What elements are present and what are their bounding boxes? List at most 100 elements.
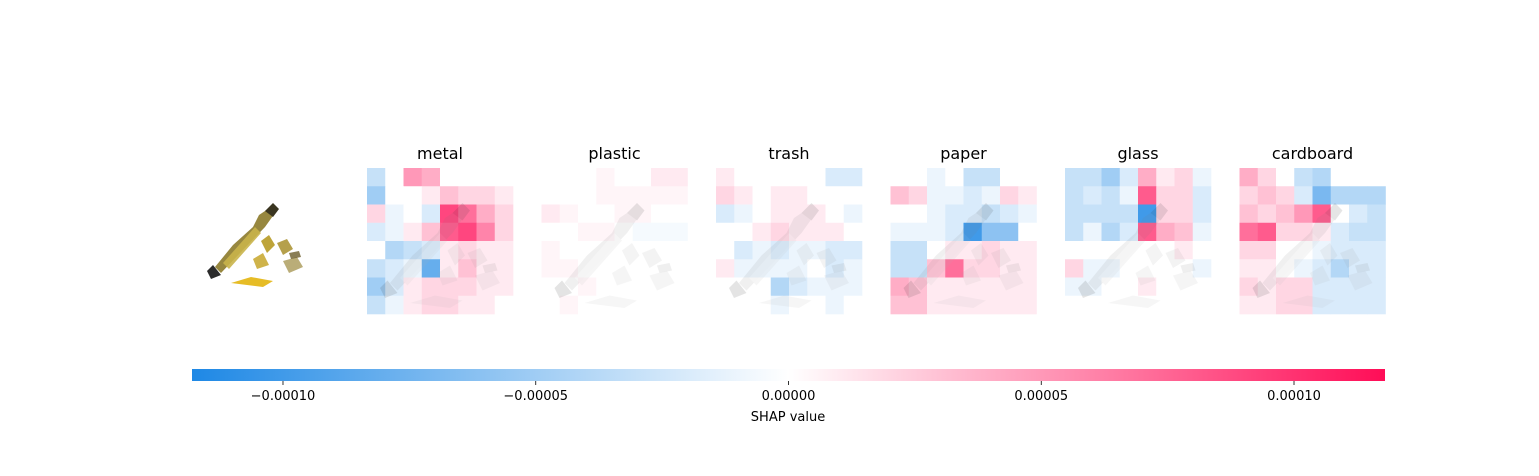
heatmap-cell — [807, 259, 826, 278]
heatmap-cell — [367, 259, 386, 278]
panel-title: glass — [1117, 144, 1158, 163]
heatmap-cell — [1276, 295, 1295, 315]
heatmap-cell — [559, 241, 579, 260]
heatmap-cell — [1101, 222, 1121, 242]
heatmap-cell — [632, 186, 652, 205]
heatmap-cell — [1101, 295, 1121, 315]
heatmap-cell — [1330, 259, 1350, 278]
heatmap-cell — [494, 222, 514, 242]
heatmap-cell — [1119, 168, 1139, 187]
heatmap-cell — [403, 204, 423, 224]
heatmap-cell — [1083, 241, 1102, 260]
heatmap-cell — [669, 259, 688, 278]
heatmap-cell — [981, 259, 1001, 278]
heatmap-cell — [1065, 277, 1084, 297]
heatmap-panel-trash: trash — [716, 144, 863, 315]
heatmap-cell — [367, 277, 386, 297]
heatmap-cell — [578, 186, 597, 205]
heatmap-cell — [1018, 295, 1037, 315]
heatmap-cell — [476, 204, 496, 224]
heatmap-cell — [651, 204, 670, 224]
heatmap-cell — [890, 295, 910, 315]
heatmap-cell — [494, 295, 514, 315]
heatmap-cell — [651, 222, 670, 242]
heatmap-cell — [752, 204, 772, 224]
heatmap-cell — [1312, 186, 1332, 205]
heatmap-cell — [669, 168, 688, 187]
heatmap-cell — [669, 204, 688, 224]
heatmap-cell — [908, 204, 928, 224]
heatmap-cell — [494, 204, 514, 224]
heatmap-cell — [1018, 259, 1037, 278]
heatmap-cell — [807, 295, 826, 315]
heatmap-cell — [1018, 222, 1037, 242]
heatmap-cell — [476, 186, 496, 205]
heatmap-cell — [1065, 295, 1084, 315]
heatmap-cell — [1349, 222, 1368, 242]
heatmap-cell — [1101, 204, 1121, 224]
heatmap-cell — [1257, 222, 1277, 242]
heatmap-cell — [651, 168, 670, 187]
heatmap-cell — [669, 241, 688, 260]
heatmap-cell — [1276, 222, 1295, 242]
heatmap-cell — [385, 295, 404, 315]
heatmap-cell — [807, 186, 826, 205]
heatmap-cell — [1018, 241, 1037, 260]
heatmap-cell — [403, 222, 423, 242]
heatmap-cell — [669, 186, 688, 205]
original-image — [207, 203, 303, 287]
heatmap-cell — [1312, 168, 1332, 187]
heatmap-cell — [752, 168, 772, 187]
heatmap-cell — [1083, 222, 1102, 242]
heatmap-cell — [1000, 186, 1019, 205]
heatmap-cell — [476, 168, 496, 187]
heatmap-cell — [825, 168, 845, 187]
heatmap-cell — [403, 168, 423, 187]
heatmap-cell — [541, 168, 561, 187]
heatmap-cell — [1239, 259, 1259, 278]
heatmap-cell — [421, 277, 441, 297]
heatmap-panel-plastic: plastic — [541, 144, 688, 315]
heatmap-cell — [559, 204, 579, 224]
heatmap-cell — [1065, 259, 1084, 278]
heatmap-cell — [1192, 168, 1212, 187]
heatmap-cell — [825, 186, 845, 205]
heatmap-cell — [476, 222, 496, 242]
glass-bottle-thumbnail — [207, 203, 303, 287]
heatmap-cell — [559, 295, 579, 315]
heatmap-cell — [1239, 168, 1259, 187]
heatmap-cell — [1330, 222, 1350, 242]
heatmap-cell — [890, 241, 910, 260]
heatmap-cell — [1065, 222, 1084, 242]
heatmap-cell — [632, 222, 652, 242]
heatmap-cell — [632, 259, 652, 278]
heatmap-cell — [1257, 241, 1277, 260]
heatmap-cell — [1174, 168, 1194, 187]
heatmap-cell — [1276, 186, 1295, 205]
heatmap-cell — [669, 222, 688, 242]
heatmap-cell — [541, 277, 561, 297]
heatmap-cell — [1065, 168, 1084, 187]
heatmap-cell — [1119, 186, 1139, 205]
heatmap-cell — [1065, 241, 1084, 260]
heatmap-cell — [927, 222, 946, 242]
heatmap-cell — [734, 186, 753, 205]
heatmap-cell — [632, 277, 652, 297]
heatmap-cell — [403, 186, 423, 205]
heatmap-cell — [843, 241, 863, 260]
colorbar-tick-label: 0.00000 — [762, 389, 816, 404]
heatmap-cell — [1018, 186, 1037, 205]
heatmap-cell — [1000, 204, 1019, 224]
heatmap-cell — [1192, 186, 1212, 205]
heatmap-cell — [1367, 241, 1386, 260]
heatmap-cell — [716, 295, 735, 315]
heatmap-cell — [1156, 277, 1175, 297]
heatmap-cell — [843, 259, 863, 278]
heatmap-cell — [825, 222, 845, 242]
heatmap-cell — [752, 295, 772, 315]
heatmap-cell — [1065, 204, 1084, 224]
heatmap-cell — [1367, 295, 1386, 315]
heatmap-cell — [927, 168, 946, 187]
heatmap-cell — [367, 168, 386, 187]
